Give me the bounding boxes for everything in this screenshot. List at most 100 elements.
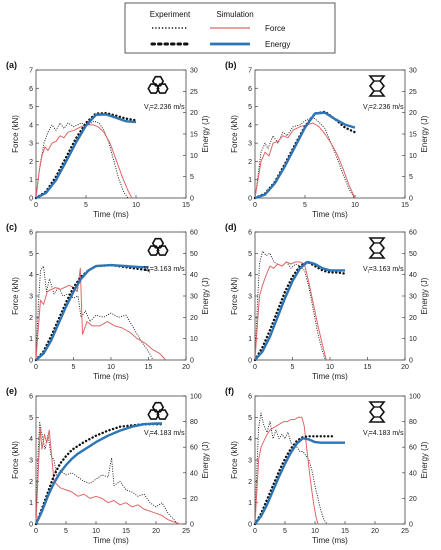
x-tick-label: 0 <box>253 202 257 209</box>
y2-tick-label: 20 <box>409 110 417 117</box>
y2-tick-label: 40 <box>409 272 417 279</box>
x-tick-label: 0 <box>253 528 257 535</box>
series-force-exp <box>35 421 178 525</box>
series-energy-sim <box>35 113 137 200</box>
panel-label: (f) <box>225 386 234 396</box>
y-tick-label: 3 <box>248 458 252 465</box>
series-energy-sim <box>254 260 345 361</box>
x-axis-label: Time (ms) <box>93 372 129 381</box>
x-tick-label: 10 <box>132 202 140 209</box>
x-tick-label: 25 <box>401 528 409 535</box>
y-tick-label: 0 <box>248 358 252 365</box>
y-tick-label: 6 <box>248 394 252 401</box>
velocity-annotation: Vi=3.163 m/s <box>363 266 404 275</box>
x-tick-label: 15 <box>182 202 190 209</box>
series-energy-exp <box>253 260 347 362</box>
y2-tick-label: 10 <box>409 336 417 343</box>
x-tick-label: 15 <box>364 364 372 371</box>
y2-tick-label: 80 <box>190 419 198 426</box>
y-tick-label: 0 <box>248 522 252 529</box>
y-tick-label: 0 <box>29 522 33 529</box>
y-tick-label: 3 <box>248 294 252 301</box>
y2-tick-label: 40 <box>409 470 417 477</box>
y-axis-label: Force (kN) <box>230 277 239 315</box>
y2-axis-label: Energy (J) <box>420 277 429 314</box>
panel-b: 0 1 2 3 4 5 6 7 0 5 10 15 20 25 30 0 5 10 15 Time (ms) Force… <box>225 60 429 219</box>
y-axis-label: Force (kN) <box>11 277 20 315</box>
series-force-exp <box>254 412 328 525</box>
x-tick-label: 0 <box>34 528 38 535</box>
y2-tick-label: 60 <box>190 230 198 237</box>
y-tick-label: 4 <box>248 436 252 443</box>
x-tick-label: 5 <box>84 202 88 209</box>
plot-frame <box>254 395 406 525</box>
y-tick-label: 7 <box>248 68 252 75</box>
y-tick-label: 1 <box>29 500 33 507</box>
y-tick-label: 5 <box>248 104 252 111</box>
y-tick-label: 4 <box>29 272 33 279</box>
series-force-sim <box>35 124 133 199</box>
series-force-sim <box>254 416 319 525</box>
y2-tick-label: 10 <box>409 153 417 160</box>
y2-tick-label: 30 <box>409 68 417 75</box>
y-tick-label: 5 <box>248 251 252 258</box>
y2-tick-label: 25 <box>409 89 417 96</box>
y2-tick-label: 15 <box>190 132 198 139</box>
x-tick-label: 10 <box>351 202 359 209</box>
y2-axis-label: Energy (J) <box>420 115 429 152</box>
legend-energy-label: Energy <box>265 40 290 49</box>
y2-tick-label: 5 <box>190 174 194 181</box>
y2-tick-label: 0 <box>409 522 413 529</box>
x-tick-label: 20 <box>371 528 379 535</box>
y-tick-label: 4 <box>29 122 33 129</box>
y-tick-label: 0 <box>29 196 33 203</box>
panel-label: (a) <box>6 60 17 70</box>
series-energy-sim <box>254 111 356 200</box>
series-force-exp <box>35 265 154 361</box>
y2-tick-label: 20 <box>409 496 417 503</box>
x-tick-label: 5 <box>291 364 295 371</box>
y-tick-label: 5 <box>248 415 252 422</box>
y2-tick-label: 100 <box>190 394 202 401</box>
series-energy-exp <box>253 435 335 526</box>
x-axis-label: Time (ms) <box>312 372 348 381</box>
y2-tick-label: 10 <box>190 153 198 160</box>
y-tick-label: 4 <box>248 122 252 129</box>
x-tick-label: 5 <box>64 528 68 535</box>
y2-tick-label: 0 <box>190 196 194 203</box>
velocity-annotation: Vi=4.183 m/s <box>144 430 185 439</box>
y2-tick-label: 25 <box>190 89 198 96</box>
velocity-annotation: Vi=3.163 m/s <box>144 266 185 275</box>
x-tick-label: 15 <box>122 528 130 535</box>
panel-label: (b) <box>225 60 237 70</box>
panel-a: 0 1 2 3 4 5 6 7 0 5 10 15 20 25 30 0 5 10 15 Time (ms) Force… <box>6 60 210 219</box>
plot-frame <box>254 231 406 361</box>
hexagon-honeycomb-icon <box>147 237 169 256</box>
y-tick-label: 2 <box>29 315 33 322</box>
x-tick-label: 25 <box>182 528 190 535</box>
y2-tick-label: 60 <box>409 445 417 452</box>
x-tick-label: 0 <box>34 364 38 371</box>
y2-axis-label: Energy (J) <box>201 115 210 152</box>
y2-tick-label: 30 <box>190 68 198 75</box>
panel-label: (e) <box>6 386 17 396</box>
series-energy-sim <box>34 422 162 525</box>
y2-tick-label: 30 <box>409 294 417 301</box>
y-tick-label: 1 <box>29 336 33 343</box>
x-axis-label: Time (ms) <box>93 536 129 545</box>
y2-tick-label: 10 <box>190 336 198 343</box>
y-tick-label: 7 <box>29 68 33 75</box>
y2-tick-label: 50 <box>190 251 198 258</box>
y-tick-label: 2 <box>248 479 252 486</box>
series-force-sim <box>254 122 356 199</box>
series-force-sim <box>254 261 327 361</box>
y2-tick-label: 50 <box>409 251 417 258</box>
y-tick-label: 0 <box>248 196 252 203</box>
y2-tick-label: 0 <box>409 196 413 203</box>
legend-force-label: Force <box>265 24 286 33</box>
y-tick-label: 1 <box>29 177 33 184</box>
y2-tick-label: 60 <box>409 230 417 237</box>
